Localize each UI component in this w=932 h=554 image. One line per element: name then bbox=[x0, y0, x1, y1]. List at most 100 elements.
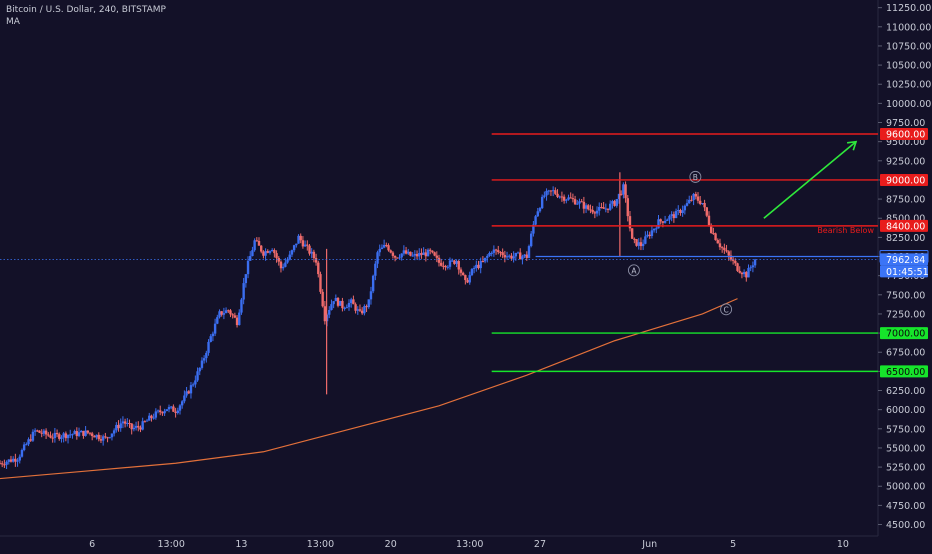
candle-body bbox=[29, 439, 32, 441]
candle-body bbox=[446, 266, 449, 268]
candle-body bbox=[622, 184, 625, 195]
candle-body bbox=[600, 206, 603, 208]
price-tick-label: 11000.00 bbox=[886, 22, 931, 33]
candle-body bbox=[69, 434, 72, 436]
level-price-label: 6500.00 bbox=[886, 367, 925, 378]
candle-body bbox=[648, 234, 651, 236]
candle-body bbox=[587, 205, 590, 210]
candle-body bbox=[512, 256, 515, 259]
candle-body bbox=[562, 196, 566, 201]
candle-body bbox=[213, 323, 217, 334]
candle-body bbox=[108, 437, 111, 439]
candle-body bbox=[62, 433, 65, 438]
candle-body bbox=[7, 459, 10, 462]
time-tick-label: 13:00 bbox=[158, 539, 185, 550]
wave-label: A bbox=[631, 266, 637, 275]
level-price-label: 9000.00 bbox=[886, 175, 925, 186]
candle-body bbox=[53, 432, 57, 439]
resistance-price-tag bbox=[880, 173, 928, 186]
candle-body bbox=[150, 415, 153, 419]
candle-body bbox=[363, 306, 366, 314]
candle-body bbox=[224, 310, 228, 314]
candle-body bbox=[200, 360, 204, 368]
candle-body bbox=[205, 352, 208, 359]
support-price-tag bbox=[880, 327, 928, 340]
candle-body bbox=[231, 314, 234, 316]
candle-body bbox=[25, 444, 28, 446]
candle-body bbox=[668, 216, 671, 220]
time-tick-label: 13:00 bbox=[456, 539, 483, 550]
price-tick-label: 6750.00 bbox=[886, 348, 925, 359]
candle-body bbox=[36, 430, 39, 432]
resistance-price-tag bbox=[880, 219, 928, 232]
projection-arrow-shaft bbox=[763, 141, 857, 219]
price-tick-label: 8250.00 bbox=[886, 233, 925, 244]
candle-body bbox=[740, 272, 744, 275]
price-tick-label: 11250.00 bbox=[886, 3, 931, 14]
candle-body bbox=[49, 435, 52, 438]
candle-body bbox=[249, 256, 252, 261]
candle-body bbox=[334, 298, 338, 302]
candle-body bbox=[481, 261, 485, 263]
price-tick-label: 6000.00 bbox=[886, 405, 925, 416]
candle-body bbox=[666, 219, 669, 221]
candle-body bbox=[747, 268, 750, 278]
price-tick-label: 5750.00 bbox=[886, 424, 925, 435]
candle-body bbox=[731, 259, 735, 261]
candle-body bbox=[270, 249, 274, 252]
indicator-label: MA bbox=[6, 17, 20, 27]
candle-body bbox=[433, 252, 436, 256]
candle-body bbox=[367, 299, 370, 308]
candle-body bbox=[611, 201, 614, 204]
candle-body bbox=[418, 253, 421, 257]
candle-body bbox=[701, 203, 704, 205]
candle-body bbox=[707, 215, 711, 226]
candle-body bbox=[593, 212, 597, 214]
candle-body bbox=[532, 224, 535, 234]
wave-label: B bbox=[693, 173, 698, 182]
price-tick-label: 4750.00 bbox=[886, 501, 925, 512]
candle-body bbox=[341, 300, 344, 309]
candle-body bbox=[297, 235, 300, 244]
candle-body bbox=[115, 424, 118, 431]
candle-body bbox=[183, 395, 186, 402]
time-tick-label: 13 bbox=[235, 539, 247, 550]
candle-body bbox=[44, 430, 48, 435]
candle-body bbox=[235, 317, 239, 326]
candle-body bbox=[450, 260, 454, 262]
candle-body bbox=[187, 391, 190, 394]
candle-body bbox=[332, 301, 335, 305]
candle-body bbox=[360, 310, 364, 314]
candle-body bbox=[73, 431, 76, 435]
candle-body bbox=[93, 436, 96, 438]
candle-body bbox=[27, 439, 30, 445]
candle-body bbox=[20, 450, 24, 457]
candle-body bbox=[336, 298, 340, 306]
candle-body bbox=[277, 257, 280, 262]
candle-body bbox=[435, 255, 439, 258]
candle-body bbox=[483, 257, 487, 262]
candle-body bbox=[470, 268, 474, 276]
candle-body bbox=[132, 427, 136, 430]
candle-body bbox=[99, 439, 103, 441]
candle-body bbox=[633, 238, 636, 240]
candle-body bbox=[227, 310, 230, 312]
candles-layer bbox=[0, 181, 757, 470]
candle-body bbox=[5, 461, 8, 465]
candle-body bbox=[77, 432, 81, 436]
candle-body bbox=[275, 253, 278, 258]
moving-average-line bbox=[0, 298, 738, 480]
candle-body bbox=[33, 430, 37, 432]
candle-body bbox=[725, 250, 728, 252]
candle-body bbox=[598, 206, 601, 211]
candle-body bbox=[354, 304, 357, 311]
candle-body bbox=[242, 283, 245, 300]
candle-body bbox=[560, 196, 564, 198]
candle-body bbox=[121, 421, 125, 424]
candle-body bbox=[459, 269, 463, 273]
candle-body bbox=[345, 307, 349, 309]
wave-label-circle bbox=[720, 303, 733, 316]
candle-body bbox=[31, 431, 35, 441]
